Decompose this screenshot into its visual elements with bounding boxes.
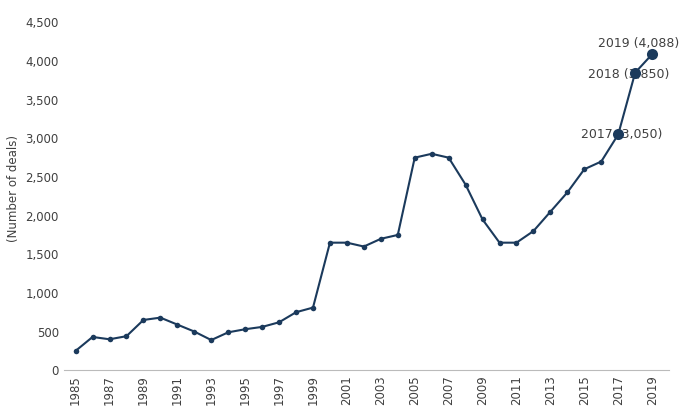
Y-axis label: (Number of deals): (Number of deals) <box>7 135 20 242</box>
Text: 2017 (3,050): 2017 (3,050) <box>581 128 662 141</box>
Text: 2018 (3,850): 2018 (3,850) <box>588 68 669 82</box>
Text: 2019 (4,088): 2019 (4,088) <box>598 37 679 50</box>
